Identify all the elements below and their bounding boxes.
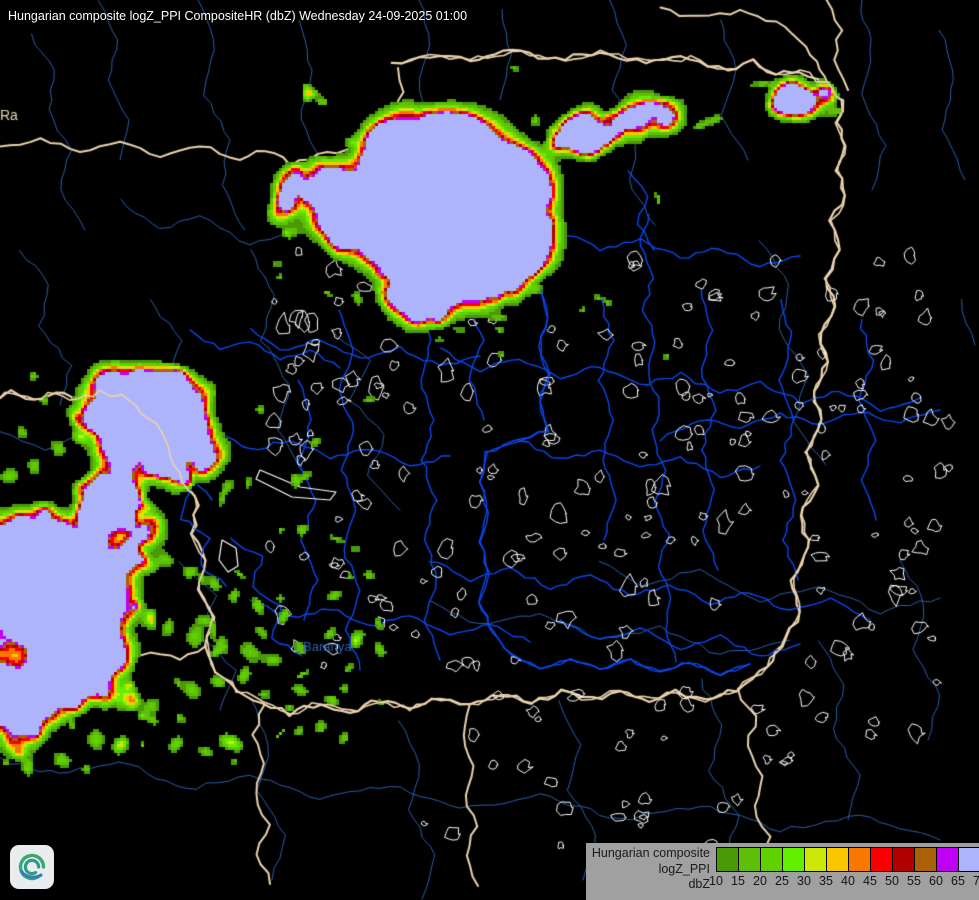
color-swatch-35-40 bbox=[827, 848, 849, 871]
tick-50: 50 bbox=[885, 874, 899, 888]
omsz-swirl-logo[interactable] bbox=[10, 845, 54, 889]
tick-20: 20 bbox=[753, 874, 767, 888]
color-bar-ticks: 10 15 20 25 30 35 40 45 50 55 60 65 70 bbox=[704, 873, 979, 893]
tick-25: 25 bbox=[775, 874, 789, 888]
tick-40: 40 bbox=[841, 874, 855, 888]
tick-15: 15 bbox=[731, 874, 745, 888]
page-title: Hungarian composite logZ_PPI CompositeHR… bbox=[8, 9, 468, 23]
color-swatch-55-60 bbox=[915, 848, 937, 871]
tick-55: 55 bbox=[907, 874, 921, 888]
color-swatch-65-70 bbox=[959, 848, 979, 871]
color-swatch-60-65 bbox=[937, 848, 959, 871]
tick-45: 45 bbox=[863, 874, 877, 888]
tick-70: 70 bbox=[973, 874, 979, 888]
color-swatch-40-45 bbox=[849, 848, 871, 871]
color-swatch-25-30 bbox=[783, 848, 805, 871]
color-swatch-20-25 bbox=[761, 848, 783, 871]
tick-60: 60 bbox=[929, 874, 943, 888]
color-swatch-15-20 bbox=[739, 848, 761, 871]
legend-caption: Hungarian composite logZ_PPI dbZ bbox=[586, 846, 710, 893]
legend-caption-line-2: logZ_PPI bbox=[658, 861, 710, 876]
tick-65: 65 bbox=[951, 874, 965, 888]
color-swatch-50-55 bbox=[893, 848, 915, 871]
tick-10: 10 bbox=[709, 874, 723, 888]
tick-30: 30 bbox=[797, 874, 811, 888]
legend-caption-line-1: Hungarian composite bbox=[591, 846, 710, 860]
color-swatch-45-50 bbox=[871, 848, 893, 871]
color-swatch-10-15 bbox=[717, 848, 739, 871]
color-swatch-30-35 bbox=[805, 848, 827, 871]
color-legend-panel: Hungarian composite logZ_PPI dbZ 10 15 20 2… bbox=[586, 843, 979, 900]
tick-35: 35 bbox=[819, 874, 833, 888]
color-bar bbox=[716, 847, 979, 872]
legend-caption-line-3: dbZ bbox=[688, 877, 710, 891]
